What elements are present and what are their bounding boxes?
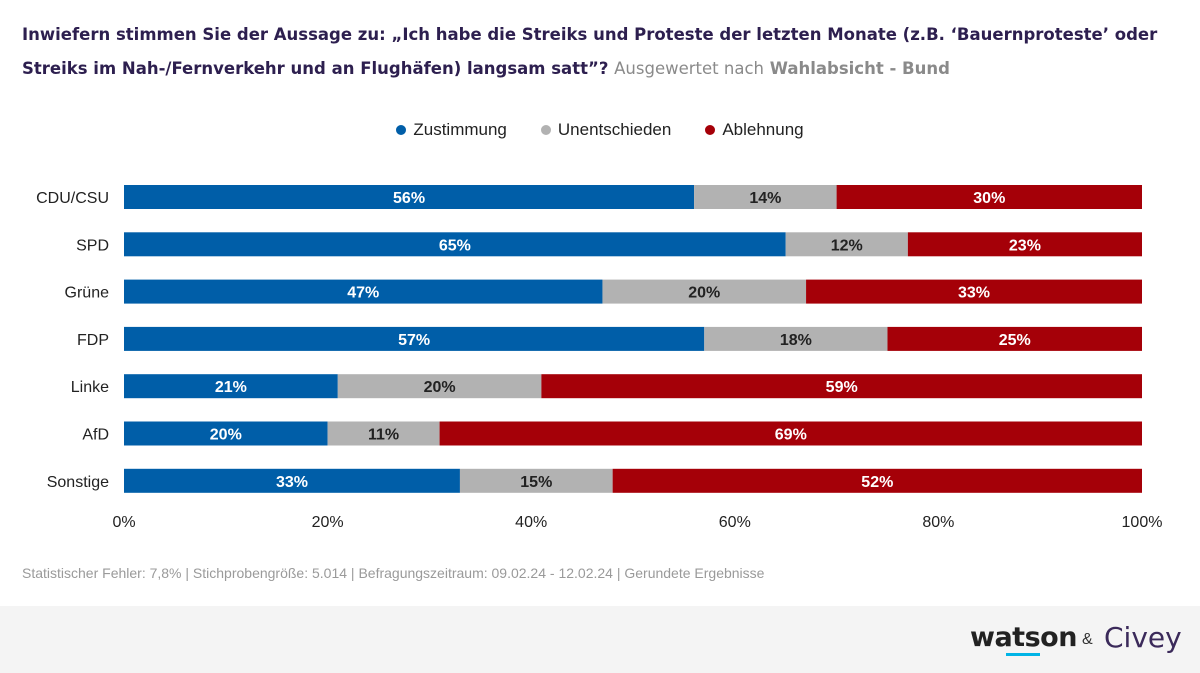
chart-subtitle-grouping: Wahlabsicht - Bund	[769, 59, 950, 78]
x-tick-label-0: 0%	[112, 514, 135, 531]
bar-ablehnung-spd	[907, 232, 1142, 257]
legend-item-unentschieden: Unentschieden	[540, 120, 672, 140]
chart-footnote: Statistischer Fehler: 7,8% | Stichproben…	[22, 565, 765, 581]
legend-dot-zustimmung	[396, 125, 407, 135]
category-label-afd: AfD	[82, 427, 109, 444]
bar-zustimmung-afd	[124, 421, 328, 446]
civey-logo: Civey	[1104, 621, 1182, 654]
x-tick-label-2: 40%	[515, 514, 547, 531]
bar-ablehnung-fdp	[887, 326, 1142, 351]
stacked-bar-chart: CDU/CSU 56% 14% 30% SPD 65% 12% 23% Grüne 47% 20% 3…	[36, 185, 1163, 531]
bar-ablehnung-afd	[439, 421, 1143, 446]
watson-logo: watson	[970, 622, 1077, 653]
data-label-ablehnung-linke: 59%	[826, 379, 858, 396]
bar-ablehnung-cdu-csu	[836, 185, 1142, 209]
data-label-unentschieden-spd: 12%	[831, 237, 863, 254]
bar-unentschieden-grüne	[602, 279, 807, 304]
data-label-ablehnung-cdu-csu: 30%	[973, 190, 1005, 207]
category-label-fdp: FDP	[77, 332, 109, 349]
x-tick-label-1: 20%	[312, 514, 344, 531]
category-label-spd: SPD	[76, 237, 109, 254]
data-label-unentschieden-fdp: 18%	[780, 332, 812, 349]
bar-zustimmung-sonstige	[124, 468, 460, 493]
x-tick-label-5: 100%	[1122, 514, 1163, 531]
bar-zustimmung-spd	[124, 232, 786, 257]
category-label-cdu-csu: CDU/CSU	[36, 190, 109, 207]
legend-item-zustimmung: Zustimmung	[396, 120, 507, 140]
data-label-zustimmung-fdp: 57%	[398, 332, 430, 349]
data-label-unentschieden-grüne: 20%	[688, 285, 720, 302]
bar-unentschieden-sonstige	[459, 468, 613, 493]
data-label-unentschieden-cdu-csu: 14%	[749, 190, 781, 207]
x-tick-label-4: 80%	[922, 514, 954, 531]
data-label-zustimmung-spd: 65%	[439, 237, 471, 254]
bar-unentschieden-linke	[337, 374, 542, 399]
bar-zustimmung-cdu-csu	[124, 185, 695, 209]
chart-title: Inwiefern stimmen Sie der Aussage zu: „I…	[22, 18, 1182, 86]
category-label-linke: Linke	[71, 379, 109, 396]
chart-subtitle-prefix: Ausgewertet nach	[614, 59, 764, 78]
data-label-ablehnung-fdp: 25%	[999, 332, 1031, 349]
bar-unentschieden-spd	[785, 232, 908, 257]
data-label-ablehnung-grüne: 33%	[958, 285, 990, 302]
bar-zustimmung-fdp	[124, 326, 705, 351]
data-label-zustimmung-afd: 20%	[210, 427, 242, 444]
bar-ablehnung-grüne	[806, 279, 1142, 304]
category-label-grüne: Grüne	[65, 285, 110, 302]
bar-unentschieden-cdu-csu	[694, 185, 837, 209]
data-label-ablehnung-spd: 23%	[1009, 237, 1041, 254]
legend-label-unentschieden: Unentschieden	[557, 120, 672, 139]
legend-dot-unentschieden	[540, 125, 551, 135]
legend-dot-ablehnung	[705, 125, 716, 135]
watson-logo-underline	[1006, 653, 1040, 656]
bar-zustimmung-linke	[124, 374, 338, 399]
data-label-unentschieden-linke: 20%	[424, 379, 456, 396]
bar-ablehnung-linke	[541, 374, 1142, 399]
data-label-unentschieden-afd: 11%	[368, 427, 399, 444]
legend-label-ablehnung: Ablehnung	[722, 120, 804, 139]
bar-unentschieden-fdp	[704, 326, 888, 351]
branding-footer: watson & Civey	[0, 606, 1200, 673]
bar-unentschieden-afd	[327, 421, 440, 446]
data-label-zustimmung-sonstige: 33%	[276, 474, 308, 491]
chart-question: Inwiefern stimmen Sie der Aussage zu: „I…	[22, 25, 1158, 78]
legend-label-zustimmung: Zustimmung	[413, 120, 507, 139]
bar-ablehnung-sonstige	[612, 468, 1142, 493]
chart-legend: Zustimmung Unentschieden Ablehnung	[0, 118, 1200, 142]
data-label-zustimmung-cdu-csu: 56%	[393, 190, 425, 207]
brand-ampersand: &	[1082, 631, 1093, 648]
data-label-unentschieden-sonstige: 15%	[520, 474, 552, 491]
x-tick-label-3: 60%	[719, 514, 751, 531]
bar-zustimmung-grüne	[124, 279, 603, 304]
data-label-zustimmung-grüne: 47%	[347, 285, 379, 302]
data-label-zustimmung-linke: 21%	[215, 379, 247, 396]
data-label-ablehnung-sonstige: 52%	[861, 474, 893, 491]
data-label-ablehnung-afd: 69%	[775, 427, 807, 444]
legend-item-ablehnung: Ablehnung	[705, 120, 804, 140]
category-label-sonstige: Sonstige	[47, 474, 109, 491]
